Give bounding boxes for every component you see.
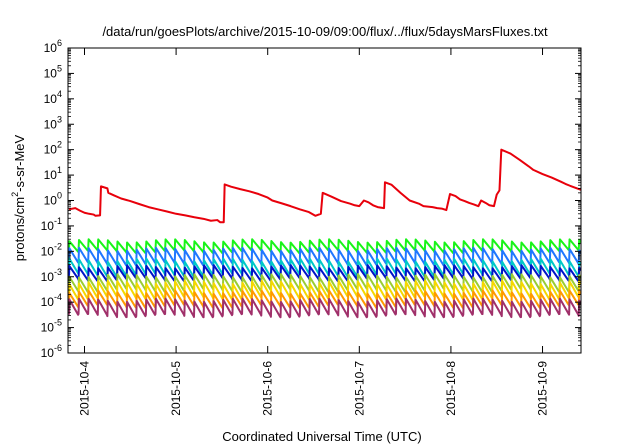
series-line-1 [68,148,581,224]
y-tick-label: 10-6 [41,343,62,360]
y-axis-label-sup: 2 [10,192,20,197]
x-tick-label: 2015-10-4 [77,361,91,416]
y-tick-label: 10-5 [41,318,62,335]
y-axis-label-base: protons/cm [12,197,27,261]
y-axis: 10-6 10-5 10-4 10-3 10-2 10-1 100 101 102 103 104 1… [41,38,581,360]
x-tick-label: 2015-10-9 [536,361,550,416]
chart-title: /data/run/goesPlots/archive/2015-10-09/0… [102,24,548,39]
y-tick-label: 106 [44,38,62,55]
x-tick-label: 2015-10-8 [444,361,458,416]
y-tick-label: 10-1 [41,216,62,233]
y-tick-label: 102 [44,140,62,157]
plot-frame [67,47,582,354]
y-axis-label-rest: -s-sr-MeV [12,134,27,191]
series-layer [68,148,581,319]
x-tick-label: 2015-10-7 [352,361,366,416]
y-axis-label: protons/cm2-s-sr-MeV [10,134,27,261]
x-tick-label: 2015-10-5 [169,361,183,416]
y-tick-label: 101 [44,165,62,182]
x-axis-label: Coordinated Universal Time (UTC) [222,429,421,444]
y-tick-label: 103 [44,114,62,131]
series-line-9 [68,297,581,319]
y-tick-label: 10-3 [41,267,62,284]
y-tick-label: 104 [44,89,62,106]
y-tick-label: 10-4 [41,292,62,309]
y-tick-label: 105 [44,63,62,80]
y-tick-label: 10-2 [41,241,62,258]
y-tick-label: 100 [44,191,62,208]
x-axis: 2015-10-4 2015-10-5 2015-10-6 2015-10-7 2015… [77,48,550,416]
x-tick-label: 2015-10-6 [261,361,275,416]
